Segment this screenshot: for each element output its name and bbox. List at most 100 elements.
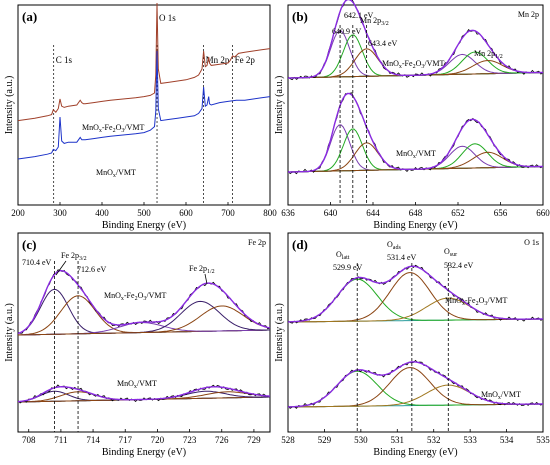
- peak-annotation: 712.6 eV: [77, 265, 107, 274]
- x-tick-label: 400: [95, 208, 109, 218]
- peak-annotation: Olatt: [336, 250, 350, 261]
- sample-label: MnOx/VMT: [117, 379, 157, 390]
- x-tick-label: 729: [247, 435, 261, 445]
- x-tick-label: 800: [263, 208, 277, 218]
- element-label: O 1s: [524, 238, 539, 247]
- x-tick-label: 714: [86, 435, 100, 445]
- panel-label: (d): [292, 237, 308, 252]
- x-tick-label: 530: [354, 435, 368, 445]
- envelope-line: [288, 0, 543, 79]
- component-peak: [18, 305, 271, 336]
- sample-label: MnOx-Fe2O3/VMT: [382, 59, 444, 70]
- component-peak: [288, 30, 543, 79]
- x-tick-label: 532: [427, 435, 441, 445]
- series-line: [17, 50, 271, 160]
- component-peak: [17, 390, 270, 403]
- x-tick-label: 708: [22, 435, 36, 445]
- sample-label: MnOx-Fe2O3/VMT: [104, 291, 166, 302]
- sample-label: MnOx-Fe2O3/VMT: [445, 296, 507, 307]
- x-tick-label: 500: [137, 208, 151, 218]
- component-peak: [17, 391, 270, 403]
- x-tick-label: 648: [409, 208, 423, 218]
- panel-c: 708 711 714 717 720 723 726 729 Binding Energy (…: [4, 232, 271, 458]
- peak-annotation: 640.9 eV: [332, 27, 362, 36]
- peak-annotation: Oads: [387, 240, 401, 251]
- plot-frame: [287, 4, 544, 206]
- plot-frame: [17, 4, 271, 206]
- raw-data-line: [287, 359, 544, 409]
- x-tick-label: 640: [324, 208, 338, 218]
- x-axis-label: Binding Energy (eV): [373, 220, 457, 231]
- envelope-line: [287, 361, 543, 408]
- annotation-arrow: [55, 260, 67, 276]
- series-label: MnOx-Fe2O3/VMT: [82, 123, 144, 134]
- peak-annotation: 529.9 eV: [333, 263, 363, 272]
- plot-frame: [287, 232, 544, 433]
- x-axis-label: Binding Energy (eV): [373, 447, 457, 458]
- envelope-line: [17, 385, 271, 403]
- raw-data-line: [287, 92, 544, 175]
- x-tick-label: 600: [179, 208, 193, 218]
- envelope-line: [17, 270, 271, 335]
- panel-label: (c): [22, 237, 36, 252]
- x-axis-label: Binding Energy (eV): [102, 220, 186, 231]
- peak-annotation: 643.4 eV: [368, 39, 398, 48]
- x-tick-label: 656: [494, 208, 508, 218]
- panel-b: 636 640 644 648 652 656 660 Binding Energy (eV)…: [274, 0, 550, 231]
- x-tick-label: 535: [536, 435, 550, 445]
- peak-annotation: Fe 2p3/2: [61, 251, 87, 262]
- peak-annotation: Fe 2p1/2: [189, 264, 215, 275]
- series-label: MnOx/VMT: [96, 168, 136, 179]
- peak-label: Fe 2p: [235, 55, 256, 65]
- panel-label: (b): [292, 9, 308, 24]
- x-tick-label: 528: [281, 435, 295, 445]
- x-tick-label: 723: [183, 435, 197, 445]
- x-tick-label: 700: [221, 208, 235, 218]
- element-label: Fe 2p: [248, 238, 266, 247]
- envelope-line: [288, 92, 543, 173]
- panels: 200 300 400 500 600 700 800 Binding Energy (eV)…: [4, 0, 550, 458]
- peak-annotation: Mn 2p3/2: [360, 16, 389, 27]
- y-axis-label: Intensity (a.u.): [4, 76, 15, 135]
- component-peak: [18, 390, 270, 403]
- peak-annotation: 710.4 eV: [22, 258, 52, 267]
- x-tick-label: 529: [318, 435, 332, 445]
- component-peak: [18, 321, 270, 336]
- annotation-arrow: [204, 273, 208, 285]
- peak-annotation: 531.4 eV: [387, 253, 417, 262]
- envelope-line: [287, 265, 543, 323]
- x-tick-label: 531: [391, 435, 405, 445]
- element-label: Mn 2p: [518, 10, 539, 19]
- component-peak: [288, 367, 543, 408]
- x-tick-label: 660: [536, 208, 550, 218]
- peak-annotation: Mn 2p1/2: [474, 49, 503, 60]
- y-axis-label: Intensity (a.u.): [274, 76, 285, 135]
- x-axis-label: Binding Energy (eV): [102, 447, 186, 458]
- peak-label: Mn 2p: [206, 55, 230, 65]
- x-tick-label: 726: [215, 435, 229, 445]
- x-tick-label: 711: [54, 435, 67, 445]
- x-tick-label: 717: [118, 435, 132, 445]
- x-tick-label: 300: [53, 208, 67, 218]
- peak-annotation: 532.4 eV: [444, 261, 474, 270]
- peak-annotation: Osur: [444, 247, 457, 258]
- x-tick-label: 534: [500, 435, 514, 445]
- x-tick-label: 652: [451, 208, 465, 218]
- panel-label: (a): [22, 9, 37, 24]
- peak-label: O 1s: [159, 13, 176, 23]
- y-axis-label: Intensity (a.u.): [274, 303, 285, 362]
- peak-annotation: 642.1 eV: [344, 11, 374, 20]
- peak-label: C 1s: [56, 55, 73, 65]
- sample-label: MnOx/VMT: [481, 390, 521, 401]
- x-tick-label: 644: [366, 208, 380, 218]
- x-tick-label: 533: [463, 435, 477, 445]
- y-axis-label: Intensity (a.u.): [4, 303, 15, 362]
- panel-d: 528 529 530 531 532 533 534 535 Binding Energy (…: [274, 232, 550, 458]
- x-tick-label: 720: [151, 435, 165, 445]
- panel-a: 200 300 400 500 600 700 800 Binding Energy (eV)…: [4, 2, 277, 231]
- series-line: [17, 2, 271, 122]
- x-tick-label: 200: [11, 208, 25, 218]
- x-tick-label: 636: [281, 208, 295, 218]
- sample-label: MnOx/VMT: [396, 149, 436, 160]
